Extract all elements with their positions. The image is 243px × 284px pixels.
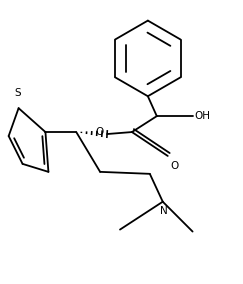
Text: N: N <box>160 206 168 216</box>
Text: O: O <box>171 161 179 171</box>
Text: OH: OH <box>195 111 211 121</box>
Text: S: S <box>14 88 21 98</box>
Text: O: O <box>96 127 104 137</box>
